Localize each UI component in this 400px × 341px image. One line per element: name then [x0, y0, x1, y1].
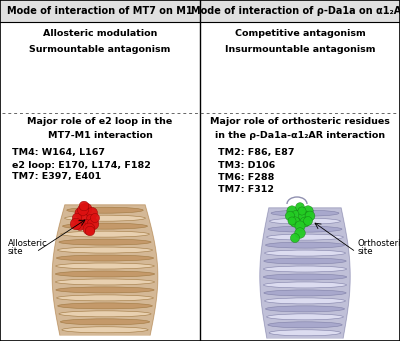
Circle shape — [298, 207, 306, 215]
Text: TM7: E397, E401: TM7: E397, E401 — [12, 173, 101, 181]
Text: Insurmountable antagonism: Insurmountable antagonism — [225, 45, 375, 55]
Circle shape — [295, 228, 305, 238]
Text: Surmountable antagonism: Surmountable antagonism — [29, 45, 171, 55]
Circle shape — [285, 211, 295, 221]
Text: TM3: D106: TM3: D106 — [218, 161, 275, 169]
Circle shape — [287, 206, 297, 216]
Text: TM4: W164, L167: TM4: W164, L167 — [12, 148, 105, 158]
Circle shape — [86, 207, 98, 219]
Circle shape — [290, 234, 300, 242]
Text: e2 loop: E170, L174, F182: e2 loop: E170, L174, F182 — [12, 161, 151, 169]
Ellipse shape — [263, 274, 347, 280]
Text: Orthosteric: Orthosteric — [358, 239, 400, 248]
Circle shape — [295, 221, 305, 231]
Ellipse shape — [55, 271, 155, 277]
Ellipse shape — [264, 258, 346, 264]
Circle shape — [80, 203, 92, 215]
Circle shape — [72, 213, 82, 223]
Ellipse shape — [266, 306, 344, 312]
Ellipse shape — [264, 298, 346, 304]
Ellipse shape — [56, 287, 154, 293]
Ellipse shape — [67, 207, 143, 213]
Ellipse shape — [62, 223, 148, 229]
Bar — [0, 0, 200, 22]
Circle shape — [300, 217, 310, 227]
Text: Allosteric: Allosteric — [8, 239, 48, 248]
Ellipse shape — [57, 295, 153, 301]
Polygon shape — [52, 205, 158, 335]
Text: TM6: F288: TM6: F288 — [218, 173, 274, 181]
Ellipse shape — [269, 330, 341, 336]
Text: in the ρ-Da1a-α1₂AR interaction: in the ρ-Da1a-α1₂AR interaction — [215, 131, 385, 139]
Ellipse shape — [58, 303, 152, 309]
Circle shape — [86, 214, 96, 224]
Text: Major role of orthosteric residues: Major role of orthosteric residues — [210, 118, 390, 127]
Text: Mode of interaction of MT7 on M1: Mode of interaction of MT7 on M1 — [7, 6, 193, 16]
Ellipse shape — [264, 290, 346, 296]
Ellipse shape — [268, 322, 342, 328]
Ellipse shape — [56, 255, 154, 261]
Ellipse shape — [61, 231, 149, 237]
Ellipse shape — [56, 263, 154, 269]
Circle shape — [78, 213, 88, 224]
Polygon shape — [260, 208, 350, 338]
Circle shape — [74, 220, 86, 231]
Text: TM2: F86, E87: TM2: F86, E87 — [218, 148, 294, 158]
Ellipse shape — [263, 266, 347, 272]
Ellipse shape — [62, 327, 148, 333]
Circle shape — [298, 210, 310, 221]
Ellipse shape — [65, 215, 145, 221]
Circle shape — [75, 208, 85, 218]
Ellipse shape — [59, 239, 151, 245]
Text: Major role of e2 loop in the: Major role of e2 loop in the — [27, 118, 173, 127]
Circle shape — [90, 213, 100, 223]
Bar — [200, 0, 400, 22]
Ellipse shape — [60, 319, 150, 325]
Text: MT7-M1 interaction: MT7-M1 interaction — [48, 131, 152, 139]
Circle shape — [290, 210, 302, 221]
Circle shape — [296, 203, 304, 211]
Ellipse shape — [267, 314, 343, 320]
Circle shape — [288, 217, 296, 225]
Circle shape — [290, 217, 300, 227]
Ellipse shape — [270, 218, 340, 224]
Circle shape — [78, 205, 88, 216]
Circle shape — [87, 218, 99, 230]
Circle shape — [305, 211, 315, 221]
Text: Allosteric modulation: Allosteric modulation — [43, 29, 157, 38]
Ellipse shape — [59, 311, 151, 317]
Ellipse shape — [267, 234, 343, 240]
Text: Competitive antagonism: Competitive antagonism — [235, 29, 365, 38]
Ellipse shape — [268, 226, 342, 232]
Text: TM7: F312: TM7: F312 — [218, 184, 274, 193]
Ellipse shape — [271, 210, 339, 216]
Text: site: site — [358, 247, 374, 256]
Ellipse shape — [58, 247, 152, 253]
Circle shape — [303, 206, 313, 216]
Circle shape — [83, 223, 95, 235]
Ellipse shape — [264, 282, 346, 288]
Circle shape — [82, 219, 90, 228]
Ellipse shape — [266, 242, 344, 248]
Ellipse shape — [264, 250, 346, 256]
Circle shape — [70, 218, 82, 230]
Ellipse shape — [56, 279, 154, 285]
Text: site: site — [8, 247, 24, 256]
Circle shape — [85, 226, 95, 236]
Circle shape — [304, 217, 312, 225]
Text: Mode of interaction of ρ-Da1a on α1₂AR: Mode of interaction of ρ-Da1a on α1₂AR — [191, 6, 400, 16]
Circle shape — [79, 201, 89, 211]
